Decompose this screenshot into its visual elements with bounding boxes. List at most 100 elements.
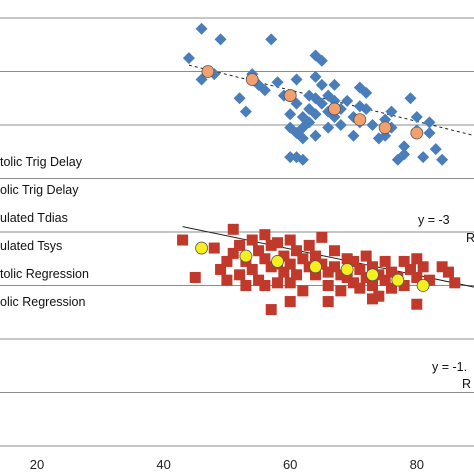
data-point-square: [265, 304, 277, 316]
data-point-square: [208, 242, 220, 254]
data-point-diamond: [239, 105, 252, 118]
data-point-square: [329, 261, 341, 273]
data-point-circle: [366, 268, 379, 282]
data-point-circle: [245, 73, 259, 86]
data-point-diamond: [290, 73, 303, 86]
data-point-diamond: [284, 151, 297, 164]
data-point-square: [177, 234, 189, 246]
blue-equation: y = -3: [418, 213, 450, 227]
data-point-diamond: [360, 86, 373, 99]
data-point-square: [354, 282, 366, 294]
legend-entry-2: olic Trig Delay: [0, 183, 79, 197]
data-point-square: [335, 269, 347, 281]
data-point-square: [436, 261, 448, 273]
data-point-square: [417, 261, 429, 273]
data-point-square: [259, 253, 271, 265]
data-point-square: [259, 280, 271, 291]
data-point-diamond: [322, 121, 335, 134]
data-point-square: [284, 234, 296, 246]
data-point-square: [411, 253, 423, 265]
data-point-square: [227, 247, 239, 259]
data-point-square: [284, 258, 296, 270]
data-point-square: [253, 245, 265, 257]
data-point-square: [373, 290, 385, 302]
legend-entry-5: tolic Regression: [0, 267, 89, 281]
data-point-diamond: [360, 102, 373, 115]
data-point-diamond: [309, 129, 322, 142]
x-tick-label: 40: [156, 457, 170, 472]
data-point-square: [316, 258, 328, 270]
data-point-square: [253, 274, 265, 286]
data-point-square: [265, 261, 277, 273]
legend-entry-3: ulated Tdias: [0, 211, 68, 225]
red-r-squared: R: [462, 377, 472, 391]
data-point-diamond: [410, 110, 423, 123]
data-point-square: [449, 277, 461, 289]
data-point-square: [272, 237, 284, 249]
data-point-square: [322, 266, 334, 278]
data-point-diamond: [271, 76, 284, 89]
legend-entry-6: olic Regression: [0, 295, 86, 309]
data-point-circle: [328, 102, 341, 116]
data-point-diamond: [366, 119, 379, 131]
data-point-diamond: [233, 92, 246, 105]
data-point-square: [398, 280, 410, 291]
data-point-diamond: [334, 119, 347, 131]
data-point-diamond: [423, 116, 436, 129]
data-point-circle: [410, 126, 424, 140]
data-point-diamond: [315, 78, 328, 91]
data-point-diamond: [341, 94, 354, 107]
data-point-square: [291, 245, 303, 257]
data-point-square: [360, 250, 372, 262]
data-point-diamond: [436, 153, 449, 166]
data-point-diamond: [296, 132, 309, 145]
data-point-square: [398, 255, 410, 267]
data-point-square: [284, 277, 296, 289]
data-point-diamond: [385, 105, 398, 118]
data-point-square: [348, 255, 359, 267]
data-point-square: [335, 285, 347, 297]
data-point-square: [385, 282, 397, 294]
data-point-square: [423, 274, 435, 286]
data-point-diamond: [290, 151, 303, 164]
data-point-square: [348, 277, 359, 289]
data-point-square: [442, 266, 454, 278]
data-point-square: [310, 269, 322, 281]
data-point-diamond: [309, 108, 322, 121]
data-point-square: [366, 261, 378, 273]
data-point-square: [259, 229, 271, 241]
data-point-circle: [201, 65, 215, 78]
data-point-diamond: [195, 22, 208, 35]
data-point-circle: [416, 279, 430, 292]
x-axis-ticks: 20 40 60 80: [30, 457, 424, 472]
data-point-square: [246, 263, 258, 275]
data-point-diamond: [182, 52, 195, 65]
data-point-diamond: [214, 33, 227, 46]
data-point-circle: [283, 89, 297, 102]
data-point-square: [379, 274, 391, 286]
legend-entry-1: tolic Trig Delay: [0, 155, 82, 169]
data-point-diamond: [347, 129, 360, 142]
data-point-square: [322, 296, 334, 308]
data-point-diamond: [429, 143, 442, 156]
data-point-diamond: [315, 54, 328, 67]
data-point-diamond: [417, 151, 430, 164]
data-point-square: [385, 266, 397, 278]
data-point-square: [221, 255, 233, 267]
data-point-square: [284, 296, 296, 308]
data-point-square: [297, 285, 309, 297]
data-point-diamond: [404, 92, 417, 105]
data-point-square: [322, 280, 334, 291]
data-point-square: [310, 250, 322, 262]
data-point-square: [246, 234, 258, 246]
data-point-square: [240, 280, 252, 291]
data-point-square: [329, 245, 341, 257]
data-point-diamond: [398, 148, 411, 161]
data-point-diamond: [398, 140, 411, 153]
data-point-square: [404, 263, 416, 275]
data-points: [177, 22, 461, 316]
data-point-square: [360, 271, 372, 283]
data-point-diamond: [303, 116, 316, 129]
data-point-square: [341, 271, 353, 283]
